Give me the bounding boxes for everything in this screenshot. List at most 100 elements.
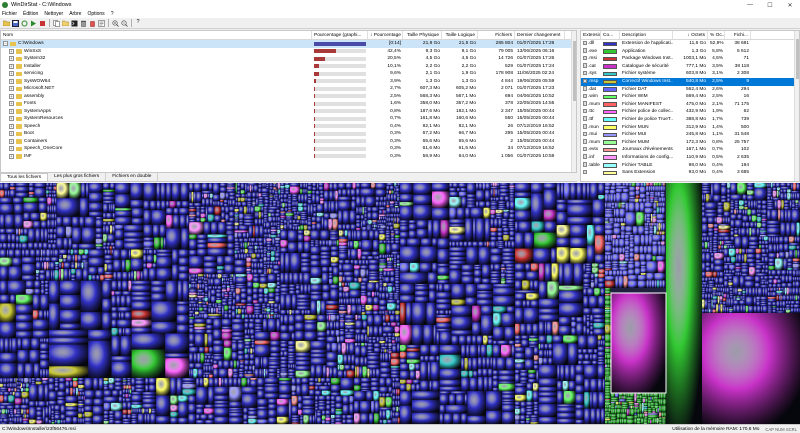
treemap-file-tile[interactable] — [703, 248, 705, 254]
treemap-file-tile[interactable] — [229, 412, 244, 418]
treemap-file-tile[interactable] — [490, 279, 502, 284]
treemap-file-tile[interactable] — [228, 378, 234, 387]
treemap-file-tile[interactable] — [316, 183, 319, 191]
treemap-file-tile[interactable] — [40, 353, 50, 361]
treemap-file-tile[interactable] — [784, 243, 790, 252]
treemap-file-tile[interactable] — [368, 220, 373, 225]
treemap-file-tile[interactable] — [775, 258, 784, 271]
treemap-file-tile[interactable] — [254, 246, 258, 250]
treemap-file-tile[interactable] — [760, 209, 762, 214]
treemap-file-tile[interactable] — [390, 352, 400, 359]
treemap-file-tile[interactable] — [195, 310, 200, 312]
treemap-file-tile[interactable] — [712, 299, 718, 305]
treemap-file-tile[interactable] — [214, 416, 230, 424]
treemap-file-tile[interactable] — [257, 409, 269, 420]
treemap-file-tile[interactable] — [22, 418, 30, 422]
treemap-file-tile[interactable] — [393, 259, 397, 261]
treemap-file-tile[interactable] — [127, 402, 132, 410]
treemap-file-tile[interactable] — [493, 287, 515, 296]
treemap-file-tile[interactable] — [233, 374, 239, 378]
treemap-file-tile[interactable] — [431, 191, 450, 209]
treemap-file-tile[interactable] — [268, 360, 281, 362]
treemap-file-tile[interactable] — [787, 258, 793, 263]
treemap-file-tile[interactable] — [239, 222, 244, 225]
treemap-file-tile[interactable] — [292, 223, 301, 227]
treemap-file-tile[interactable] — [605, 270, 609, 277]
tree-row[interactable]: + SystemApps 0,8% 187,6 Mo 182,1 Mo 2 347 15/0… — [1, 108, 576, 116]
treemap-file-tile[interactable] — [59, 382, 66, 392]
treemap-file-tile[interactable] — [461, 413, 468, 424]
treemap-file-tile[interactable] — [729, 309, 734, 311]
treemap-file-tile[interactable] — [634, 405, 640, 408]
treemap-file-tile[interactable] — [354, 269, 361, 278]
treemap-file-tile[interactable] — [330, 201, 336, 214]
treemap-file-tile[interactable] — [266, 238, 273, 242]
treemap-file-tile[interactable] — [188, 413, 197, 424]
treemap-file-tile[interactable] — [284, 272, 290, 285]
treemap-file-tile[interactable] — [379, 299, 388, 307]
treemap-file-tile[interactable] — [625, 253, 630, 255]
treemap-file-tile[interactable] — [794, 281, 796, 288]
treemap-file-tile[interactable] — [385, 232, 391, 236]
treemap-file-tile[interactable] — [165, 333, 190, 354]
treemap-file-tile[interactable] — [605, 307, 611, 310]
treemap-file-tile[interactable] — [310, 240, 315, 242]
treemap-file-tile[interactable] — [178, 249, 190, 258]
treemap-file-tile[interactable] — [192, 313, 196, 318]
treemap-file-tile[interactable] — [295, 340, 311, 353]
treemap-file-tile[interactable] — [380, 346, 389, 350]
treemap-file-tile[interactable] — [232, 336, 245, 341]
treemap-file-tile[interactable] — [258, 193, 262, 197]
treemap-file-tile[interactable] — [280, 185, 286, 189]
treemap-file-tile[interactable] — [304, 331, 318, 341]
treemap-file-tile[interactable] — [334, 240, 337, 247]
treemap-file-tile[interactable] — [37, 257, 40, 263]
treemap-file-tile[interactable] — [51, 257, 60, 263]
treemap-file-tile[interactable] — [267, 318, 277, 332]
treemap-file-tile[interactable] — [585, 272, 593, 274]
treemap-file-tile[interactable] — [280, 314, 284, 326]
treemap-file-tile[interactable] — [664, 197, 665, 203]
treemap-file-tile[interactable] — [717, 296, 720, 305]
treemap-file-tile[interactable] — [786, 287, 790, 296]
treemap-file-tile[interactable] — [330, 330, 336, 337]
treemap-file-tile[interactable] — [650, 222, 652, 227]
treemap-file-tile[interactable] — [214, 305, 218, 308]
treemap-file-tile[interactable] — [734, 209, 737, 215]
treemap-file-tile[interactable] — [336, 240, 339, 247]
treemap-file-tile[interactable] — [8, 422, 15, 424]
treemap-file-tile[interactable] — [734, 200, 740, 203]
treemap-file-tile[interactable] — [705, 277, 709, 283]
treemap-file-tile[interactable] — [715, 277, 719, 285]
treemap-file-tile[interactable] — [721, 249, 723, 254]
treemap-file-tile[interactable] — [784, 236, 790, 244]
treemap-file-tile[interactable] — [532, 323, 539, 336]
properties-icon[interactable] — [97, 19, 105, 27]
treemap-file-tile[interactable] — [338, 239, 348, 243]
treemap-file-tile[interactable] — [315, 195, 321, 205]
treemap-file-tile[interactable] — [276, 281, 281, 287]
treemap-file-tile[interactable] — [178, 417, 189, 424]
treemap-file-tile[interactable] — [228, 305, 232, 310]
treemap-file-tile[interactable] — [202, 305, 209, 308]
treemap-file-tile[interactable] — [640, 261, 647, 266]
treemap-file-tile[interactable] — [25, 388, 30, 392]
treemap-file-tile[interactable] — [709, 236, 714, 238]
treemap-file-tile[interactable] — [264, 294, 269, 298]
treemap-file-tile[interactable] — [46, 194, 49, 198]
treemap-file-tile[interactable] — [304, 323, 318, 332]
treemap-file-tile[interactable] — [89, 192, 104, 203]
treemap-file-tile[interactable] — [486, 344, 493, 358]
treemap-file-tile[interactable] — [790, 300, 796, 305]
treemap-file-tile[interactable] — [397, 322, 400, 327]
treemap-file-tile[interactable] — [355, 346, 362, 358]
treemap-file-tile[interactable] — [393, 254, 397, 256]
treemap-file-tile[interactable] — [392, 222, 394, 227]
treemap-file-tile[interactable] — [40, 338, 42, 344]
treemap-file-tile[interactable] — [251, 344, 255, 349]
treemap-file-tile[interactable] — [338, 310, 348, 314]
treemap-file-tile[interactable] — [761, 281, 765, 286]
treemap-file-tile[interactable] — [704, 293, 708, 300]
treemap-file-tile[interactable] — [528, 345, 539, 348]
treemap-file-tile[interactable] — [211, 355, 214, 360]
